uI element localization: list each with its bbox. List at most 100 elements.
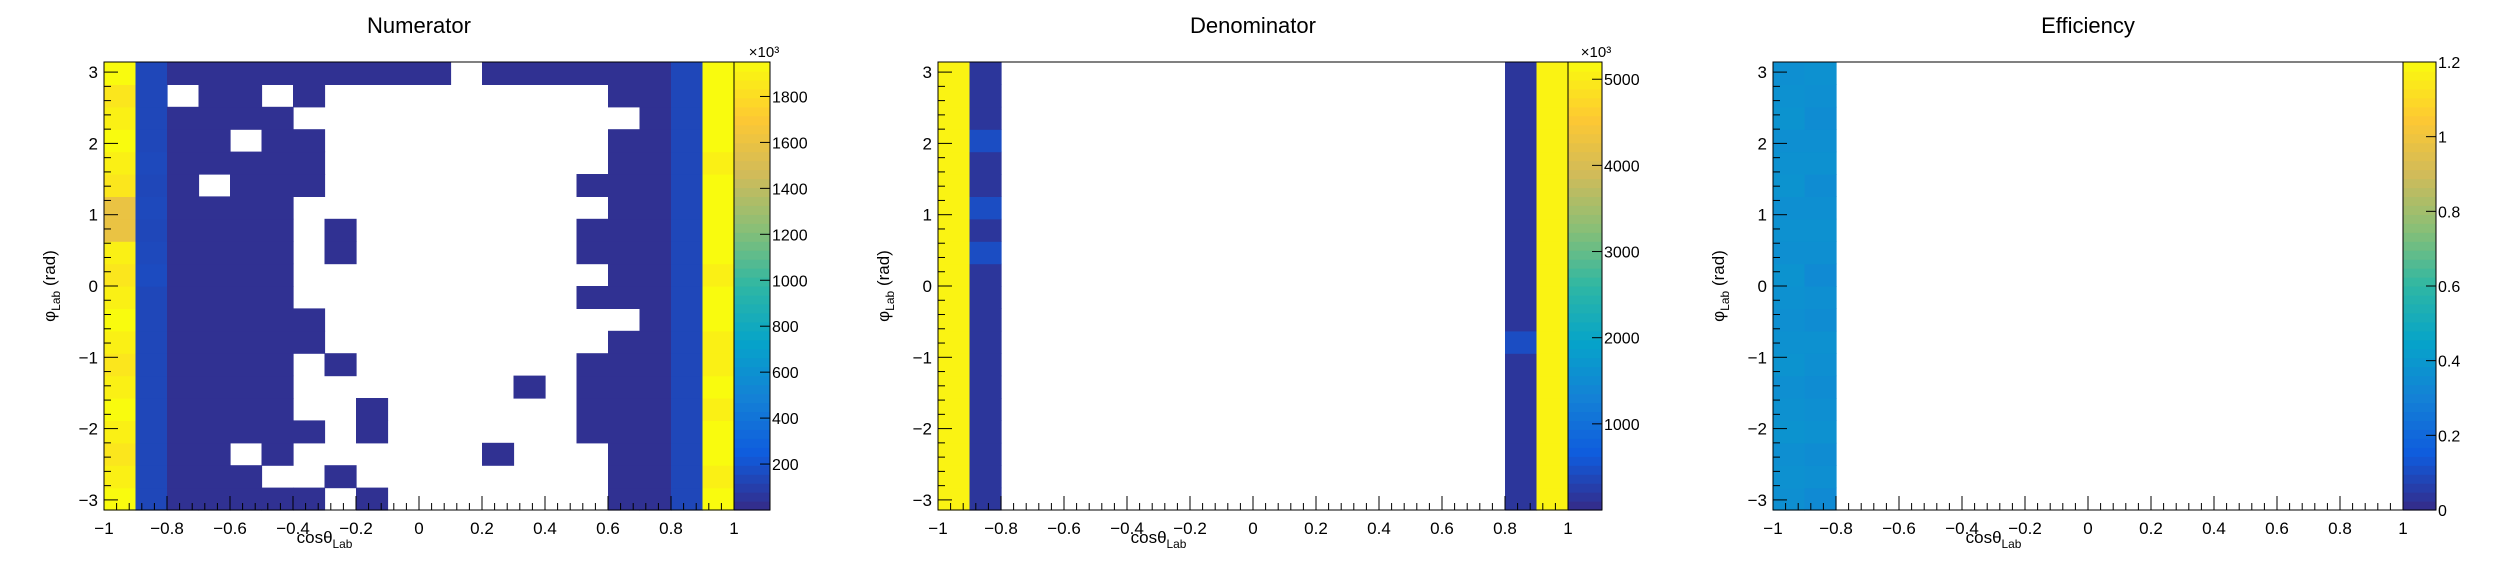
colorbar-step [1568, 483, 1602, 493]
heatmap-cell [230, 84, 263, 108]
heatmap-cell [702, 62, 735, 85]
colorbar-step [734, 187, 770, 197]
heatmap-cell [1773, 62, 1806, 85]
heatmap-cell [230, 241, 263, 265]
heatmap-cell [135, 84, 168, 108]
colorbar-step [734, 124, 770, 135]
heatmap-cell [702, 420, 735, 444]
heatmap-cell [419, 62, 452, 85]
heatmap-cell [1505, 151, 1538, 175]
colorbar-step [2403, 402, 2436, 413]
heatmap-cell [969, 330, 1002, 354]
heatmap-cell [1536, 218, 1569, 242]
heatmap-cell [198, 442, 231, 466]
heatmap-cell [1505, 84, 1538, 108]
heatmap-cell [671, 62, 704, 85]
heatmap-cell [702, 263, 735, 287]
colorbar-step [734, 501, 770, 511]
y-tick-label: 2 [923, 134, 932, 153]
heatmap-cell [324, 218, 357, 242]
heatmap-cell [702, 375, 735, 399]
heatmap-cell [1804, 465, 1837, 489]
heatmap-cell [135, 62, 168, 85]
heatmap-cell [1505, 62, 1538, 85]
y-tick-label: −1 [79, 348, 98, 367]
heatmap-cell [671, 465, 704, 489]
heatmap-cell [969, 196, 1002, 220]
heatmap-cell [482, 62, 515, 85]
colorbar-step [1568, 330, 1602, 341]
colorbar-tick-label: 2000 [1604, 331, 1640, 348]
heatmap-cell [938, 442, 971, 466]
colorbar-step [734, 169, 770, 180]
heatmap-cell [104, 353, 137, 377]
colorbar-step [734, 411, 770, 421]
x-tick-label: −0.4 [1110, 519, 1144, 538]
colorbar-step [2403, 375, 2436, 386]
heatmap-cell [1773, 129, 1806, 153]
colorbar-step [734, 97, 770, 108]
colorbar-step [2403, 241, 2436, 251]
heatmap-cell [261, 174, 294, 197]
y-tick-label: 1 [1758, 206, 1767, 225]
x-tick-label: 0 [414, 519, 423, 538]
colorbar-step [2403, 196, 2436, 206]
heatmap-cell [608, 420, 641, 444]
heatmap-cell [1505, 442, 1538, 466]
chart-title: Denominator [1190, 13, 1316, 38]
heatmap-cell [671, 330, 704, 354]
heatmap-cell [938, 263, 971, 287]
heatmap-cell [639, 398, 672, 421]
colorbar-step [2403, 97, 2436, 108]
heatmap-cell [671, 420, 704, 444]
heatmap-cell [261, 308, 294, 332]
heatmap-cell [104, 174, 137, 197]
heatmap-cell [639, 465, 672, 489]
x-tick-label: 1 [1563, 519, 1572, 538]
heatmap-cell [167, 420, 200, 444]
heatmap-cell [1773, 308, 1806, 332]
heatmap-cell [135, 263, 168, 287]
colorbar-step [2403, 384, 2436, 395]
heatmap-cell [639, 241, 672, 265]
colorbar-tick-label: 0.2 [2438, 428, 2460, 445]
heatmap-cell [576, 398, 609, 421]
colorbar-tick-label: 1000 [772, 273, 808, 290]
colorbar-step [2403, 124, 2436, 135]
heatmap-cell [1804, 174, 1837, 197]
heatmap-cell [135, 330, 168, 354]
heatmap-cell [104, 375, 137, 399]
x-tick-label: −0.6 [213, 519, 247, 538]
colorbar-step [1568, 79, 1602, 90]
heatmap-cell [198, 62, 231, 85]
colorbar-step [2403, 357, 2436, 368]
heatmap-cell [639, 174, 672, 197]
x-tick-label: 0.6 [2265, 519, 2289, 538]
heatmap-cell [639, 84, 672, 108]
colorbar-tick-label: 0.8 [2438, 204, 2460, 221]
x-tick-label: 1 [2398, 519, 2407, 538]
heatmap-cell [167, 174, 200, 197]
colorbar-step [2403, 151, 2436, 162]
colorbar-step [1568, 97, 1602, 108]
colorbar-step [734, 70, 770, 81]
heatmap-cell [135, 487, 168, 511]
heatmap-cell [293, 487, 326, 511]
y-tick-label: −2 [913, 420, 932, 439]
heatmap-cell [1505, 106, 1538, 130]
x-tick-label: −0.2 [2008, 519, 2042, 538]
heatmap-cell [1536, 129, 1569, 153]
heatmap-cell [969, 487, 1002, 511]
heatmap-cell [104, 62, 137, 85]
heatmap-cell [671, 308, 704, 332]
colorbar-step [1568, 366, 1602, 377]
heatmap-cell [198, 286, 231, 309]
heatmap-cell [702, 174, 735, 197]
heatmap-cell [104, 84, 137, 108]
heatmap-cell [230, 353, 263, 377]
heatmap-cell [261, 129, 294, 153]
heatmap-cell [608, 218, 641, 242]
colorbar-step [734, 330, 770, 341]
heatmap-cell [198, 129, 231, 153]
heatmap-cell [671, 174, 704, 197]
